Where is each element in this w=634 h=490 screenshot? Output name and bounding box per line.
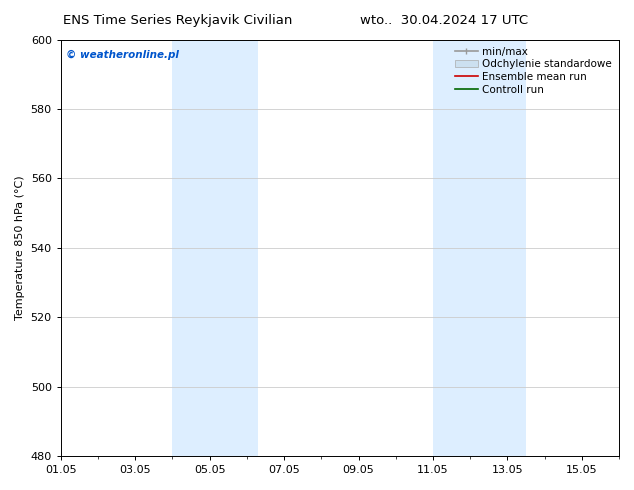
Text: ENS Time Series Reykjavik Civilian: ENS Time Series Reykjavik Civilian	[63, 14, 292, 27]
Text: wto..  30.04.2024 17 UTC: wto.. 30.04.2024 17 UTC	[359, 14, 528, 27]
Bar	[172, 40, 258, 456]
Y-axis label: Temperature 850 hPa (°C): Temperature 850 hPa (°C)	[15, 175, 25, 320]
Text: © weatheronline.pl: © weatheronline.pl	[67, 50, 179, 60]
Legend: min/max, Odchylenie standardowe, Ensemble mean run, Controll run: min/max, Odchylenie standardowe, Ensembl…	[453, 45, 614, 97]
Bar	[433, 40, 526, 456]
